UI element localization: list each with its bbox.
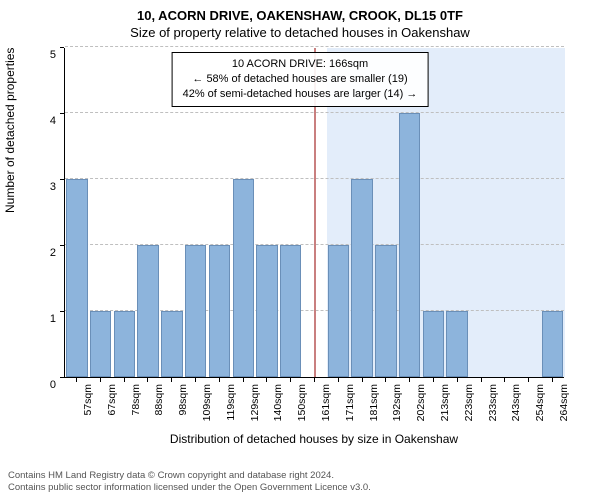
bar: [328, 245, 349, 377]
bar-slot: [65, 48, 89, 377]
y-tick-label: 3: [50, 181, 56, 193]
bar: [137, 245, 158, 377]
y-tick-label: 5: [50, 49, 56, 61]
bar: [399, 113, 420, 377]
annotation-line2: ← 58% of detached houses are smaller (19…: [183, 72, 418, 87]
y-tick-label: 4: [50, 115, 56, 127]
bar-slot: [517, 48, 541, 377]
x-tick-label: 213sqm: [439, 384, 451, 428]
x-tick-label: 233sqm: [487, 384, 499, 428]
bar-slot: [493, 48, 517, 377]
x-tick-label: 109sqm: [201, 384, 213, 428]
bar: [233, 179, 254, 377]
bar-slot: [113, 48, 137, 377]
annotation-box: 10 ACORN DRIVE: 166sqm ← 58% of detached…: [172, 52, 429, 107]
bar: [351, 179, 372, 377]
bar: [209, 245, 230, 377]
footer-line2: Contains public sector information licen…: [8, 482, 371, 494]
y-tick-label: 1: [50, 313, 56, 325]
x-tick-label: 129sqm: [249, 384, 261, 428]
x-tick-label: 223sqm: [463, 384, 475, 428]
x-tick-label: 88sqm: [153, 384, 165, 428]
x-tick-label: 254sqm: [534, 384, 546, 428]
x-tick-label: 243sqm: [510, 384, 522, 428]
x-axis-ticks: 57sqm 67sqm 78sqm 88sqm 98sqm 109sqm 119sqm 129…: [64, 378, 564, 438]
x-tick-label: 67sqm: [106, 384, 118, 428]
x-tick-label: 161sqm: [320, 384, 332, 428]
x-tick-label: 140sqm: [272, 384, 284, 428]
x-tick-label: 150sqm: [296, 384, 308, 428]
y-axis-ticks: 012345: [0, 48, 60, 378]
bar: [66, 179, 87, 377]
x-tick-label: 264sqm: [558, 384, 570, 428]
x-tick-label: 181sqm: [368, 384, 380, 428]
bar: [423, 311, 444, 377]
bar-slot: [469, 48, 493, 377]
bar-slot: [445, 48, 469, 377]
bar-slot: [540, 48, 564, 377]
footer-attribution: Contains HM Land Registry data © Crown c…: [8, 470, 371, 494]
bar: [446, 311, 467, 377]
annotation-line3: 42% of semi-detached houses are larger (…: [183, 87, 418, 102]
y-tick-label: 2: [50, 247, 56, 259]
chart-subtitle: Size of property relative to detached ho…: [0, 23, 600, 44]
x-tick-label: 78sqm: [130, 384, 142, 428]
bar: [542, 311, 563, 377]
chart-title: 10, ACORN DRIVE, OAKENSHAW, CROOK, DL15 …: [0, 0, 600, 23]
bar: [375, 245, 396, 377]
bar: [280, 245, 301, 377]
footer-line1: Contains HM Land Registry data © Crown c…: [8, 470, 371, 482]
bar: [90, 311, 111, 377]
bar: [256, 245, 277, 377]
x-axis-label: Distribution of detached houses by size …: [64, 432, 564, 446]
bar: [161, 311, 182, 377]
bar: [185, 245, 206, 377]
x-tick-label: 192sqm: [391, 384, 403, 428]
x-tick-label: 202sqm: [415, 384, 427, 428]
bar-slot: [89, 48, 113, 377]
bar-slot: [136, 48, 160, 377]
y-tick-label: 0: [50, 379, 56, 391]
x-tick-label: 171sqm: [344, 384, 356, 428]
bar: [114, 311, 135, 377]
chart-container: 10, ACORN DRIVE, OAKENSHAW, CROOK, DL15 …: [0, 0, 600, 500]
x-tick-label: 119sqm: [225, 384, 237, 428]
annotation-line1: 10 ACORN DRIVE: 166sqm: [183, 57, 418, 72]
x-tick-label: 57sqm: [82, 384, 94, 428]
x-tick-label: 98sqm: [177, 384, 189, 428]
